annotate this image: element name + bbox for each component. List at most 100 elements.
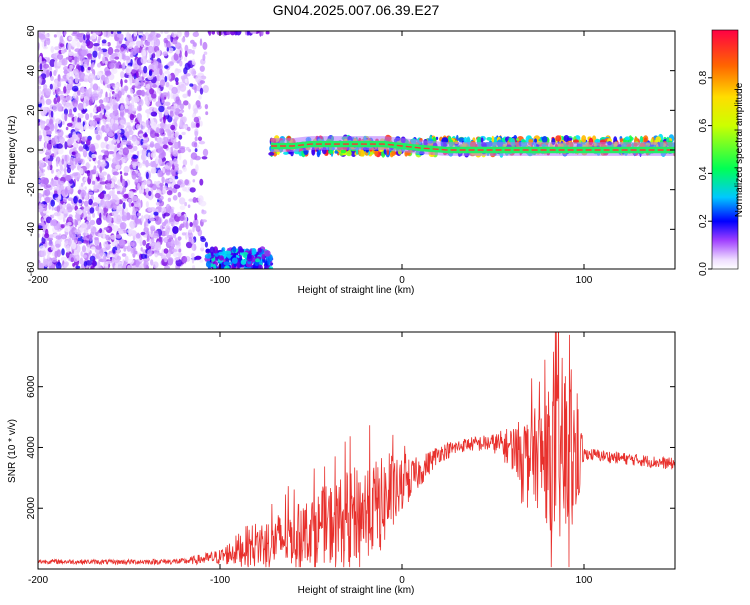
spectrogram-cell [62,216,66,223]
spectrogram-cell [185,241,193,249]
spectrogram-cell [391,150,396,157]
spectrogram-cell [64,68,67,77]
spectrogram-cell [76,254,80,261]
spectrogram-cell [88,87,92,95]
spectrogram-cell [159,68,163,76]
spectrogram-cell [268,152,275,156]
spectrogram-cell [145,180,151,185]
spectrogram-cell [46,130,52,135]
spectrogram-cell [140,231,146,236]
spectrogram-cell [135,123,141,130]
spectrogram-cell [260,31,264,36]
spectrogram-cell [54,176,59,181]
spectrogram-cell [61,58,68,66]
spectrogram-cell [555,135,562,142]
spectrogram-cell [240,259,247,266]
spectrogram-cell [99,181,107,185]
spectrogram-cell [150,259,154,266]
spectrogram-cell [149,196,153,201]
spectrogram-cell [106,183,112,189]
spectrogram-cell [205,111,209,116]
spectrogram-cell [155,38,161,47]
spectrogram-cell [111,241,118,247]
spectrogram-cell [165,229,170,237]
spectrogram-cell [147,45,154,54]
spectrogram-cell [147,59,152,63]
spectrogram-cell [165,166,171,170]
spectrogram-cell [102,159,105,165]
colorbar-tick-label: 0.4 [698,166,709,180]
spectrogram-cell [151,236,155,244]
spectrogram-cell [208,31,212,36]
spectrogram-cell [46,142,53,150]
spectrogram-cell [91,246,96,250]
spectrogram-cell [63,209,68,214]
spectrogram-cell [108,62,115,69]
spectrogram-cell [209,246,215,255]
spectrogram-cell [38,130,42,136]
spectrogram-region [38,31,209,269]
spectrogram-cell [123,165,130,174]
spectrogram-cell [154,242,162,251]
spectrogram-cell [56,261,62,269]
spectrogram-cell [173,103,178,110]
spectrogram-cell [145,159,149,168]
spectrogram-cell [120,71,125,79]
spectrogram-cell [77,90,81,96]
spectrogram-cell [69,136,74,145]
spectrogram-cell [141,182,145,190]
spectrogram-cell [192,265,196,269]
spectrogram-cell [183,100,189,106]
spectrogram-cell [112,157,119,165]
spectrogram-cell [232,246,237,253]
spectrogram-cell [40,162,44,170]
spectrogram-cell [43,39,47,49]
spectrogram-cell [77,157,81,161]
spectrogram-cell [82,254,88,259]
spectrogram-cell [69,156,75,166]
spectrogram-cell [45,184,52,189]
spectrogram-cell [175,81,179,86]
spectrogram-cell [53,149,57,158]
spectrogram-cell [223,261,231,266]
spectrogram-cell [131,96,135,106]
spectrogram-cell [107,46,114,56]
spectrogram-cell [264,250,271,257]
spectrogram-cell [181,37,186,43]
spectrogram-cell [89,120,96,126]
spectrogram-cell [168,147,171,153]
spectrogram-cell [145,201,149,208]
snr-x-axis: -200 -100 0 100 [28,332,593,586]
spectrogram-cell [86,31,90,35]
spectrogram-cell [76,208,83,215]
spectrogram-cell [57,148,64,155]
spectrogram-cell [227,253,232,259]
spectrogram-cell [52,193,59,198]
spectrogram-cell [174,108,181,116]
spectrogram-cell [111,210,118,217]
spectrogram-cell [161,176,165,184]
spectrogram-cell [172,195,178,201]
spectrogram-cell [181,256,188,263]
spectrogram-cell [581,135,587,143]
spectrogram-cell [38,184,42,190]
spectrogram-cell [71,59,75,64]
spectrogram-cell [143,65,148,74]
spectrogram-cell [188,89,191,97]
spectrogram-cell [185,221,189,230]
spectrogram-cell [145,84,151,89]
spectrogram-cell [194,213,198,221]
spectrogram-cell [169,175,176,183]
spectrogram-cell [51,169,54,174]
spectrogram-cell [201,210,207,215]
spectrogram-cell [142,140,148,144]
spectrogram-cell [165,31,168,35]
spectrogram-cell [173,52,179,61]
spectrogram-cell [166,106,171,110]
spectrogram-cell [189,187,196,193]
spectrogram-cell [40,95,44,99]
spectrogram-cell [132,265,136,269]
spectrogram-cell [199,65,205,72]
spectrogram-cell [158,112,163,119]
spectrogram-cell [186,49,193,54]
